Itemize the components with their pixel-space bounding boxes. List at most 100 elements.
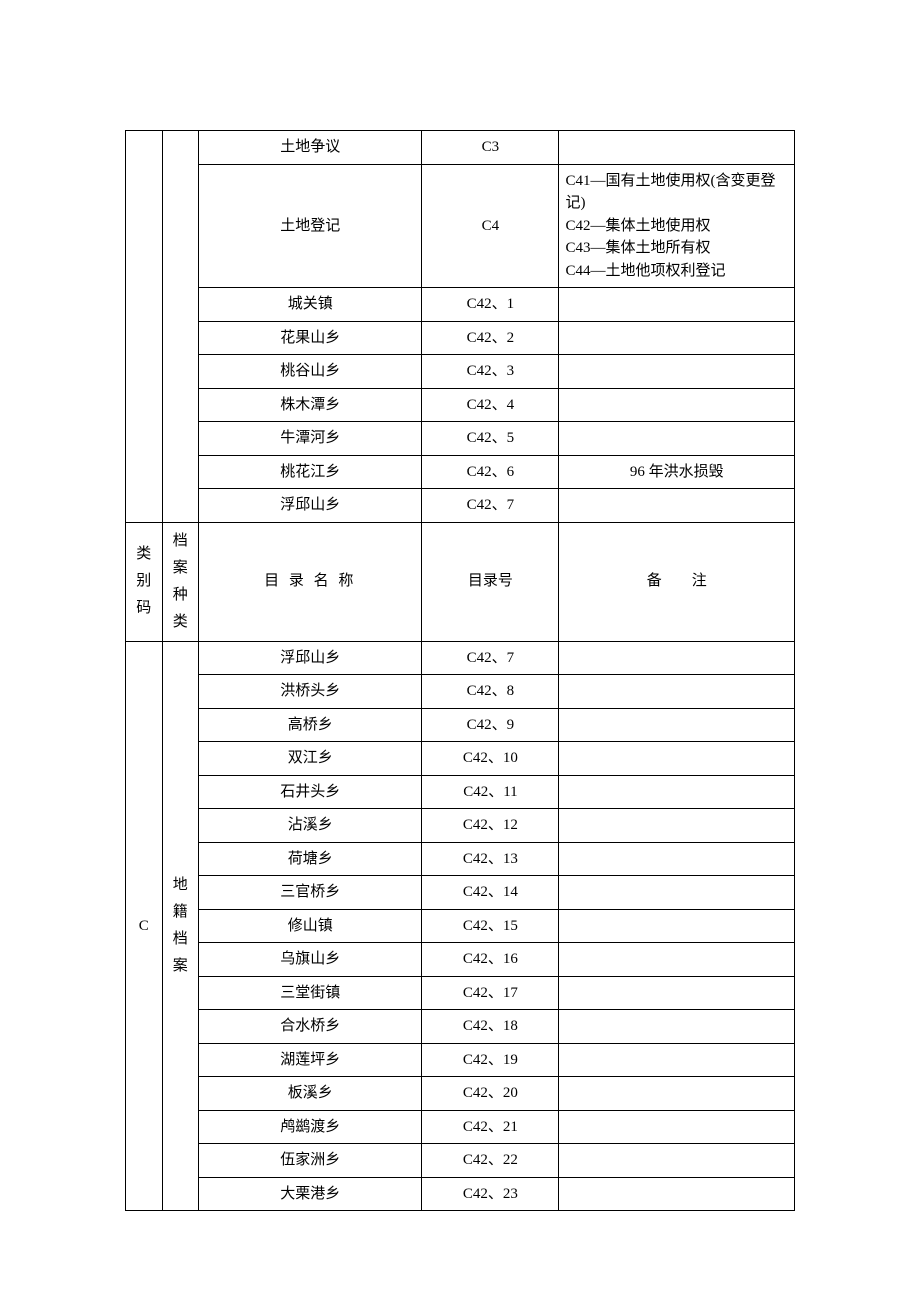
directory-name-cell: 浮邱山乡 — [199, 489, 422, 523]
directory-no-cell: C42、13 — [422, 842, 559, 876]
note-line: C42—集体土地使用权 — [565, 215, 790, 238]
directory-no-cell: C42、18 — [422, 1010, 559, 1044]
remarks-cell — [559, 876, 795, 910]
directory-name-cell: 板溪乡 — [199, 1077, 422, 1111]
note-line: C44—土地他项权利登记 — [565, 260, 790, 283]
directory-no-cell: C42、22 — [422, 1144, 559, 1178]
remarks-cell — [559, 1144, 795, 1178]
directory-no-cell: C42、19 — [422, 1043, 559, 1077]
remarks-cell — [559, 355, 795, 389]
remarks-cell — [559, 909, 795, 943]
remarks-cell — [559, 422, 795, 456]
directory-name-cell: 桃谷山乡 — [199, 355, 422, 389]
remarks-cell: 96 年洪水损毁 — [559, 455, 795, 489]
remarks-cell — [559, 641, 795, 675]
table-row: 修山镇 C42、15 — [126, 909, 795, 943]
blank-type-cell — [162, 131, 199, 523]
directory-no-cell: C42、16 — [422, 943, 559, 977]
directory-no-cell: C42、14 — [422, 876, 559, 910]
table-row: 三堂街镇 C42、17 — [126, 976, 795, 1010]
directory-no-cell: C3 — [422, 131, 559, 165]
table-row: 桃谷山乡 C42、3 — [126, 355, 795, 389]
directory-name-cell: 修山镇 — [199, 909, 422, 943]
directory-name-cell: 花果山乡 — [199, 321, 422, 355]
directory-name-cell: 洪桥头乡 — [199, 675, 422, 709]
directory-name-cell: 鸬鹚渡乡 — [199, 1110, 422, 1144]
directory-name-cell: 高桥乡 — [199, 708, 422, 742]
directory-no-cell: C42、17 — [422, 976, 559, 1010]
table-row: 合水桥乡 C42、18 — [126, 1010, 795, 1044]
directory-name-cell: 土地争议 — [199, 131, 422, 165]
blank-category-cell — [126, 131, 163, 523]
directory-name-cell: 牛潭河乡 — [199, 422, 422, 456]
directory-no-cell: C42、7 — [422, 489, 559, 523]
archive-type-cell: 地 籍 档 案 — [162, 641, 199, 1211]
table-row: 伍家洲乡 C42、22 — [126, 1144, 795, 1178]
directory-no-cell: C42、23 — [422, 1177, 559, 1211]
table-row: 三官桥乡 C42、14 — [126, 876, 795, 910]
directory-no-cell: C42、2 — [422, 321, 559, 355]
directory-no-cell: C42、6 — [422, 455, 559, 489]
table-row: C 地 籍 档 案 浮邱山乡 C42、7 — [126, 641, 795, 675]
directory-name-cell: 乌旗山乡 — [199, 943, 422, 977]
remarks-cell — [559, 1043, 795, 1077]
header-row: 类别码 档案种类 目 录 名 称 目录号 备注 — [126, 522, 795, 641]
table-row: 浮邱山乡 C42、7 — [126, 489, 795, 523]
remarks-cell — [559, 675, 795, 709]
directory-name-cell: 湖莲坪乡 — [199, 1043, 422, 1077]
header-remarks: 备注 — [559, 522, 795, 641]
directory-no-cell: C42、21 — [422, 1110, 559, 1144]
directory-name-cell: 合水桥乡 — [199, 1010, 422, 1044]
directory-no-cell: C42、11 — [422, 775, 559, 809]
directory-name-cell: 伍家洲乡 — [199, 1144, 422, 1178]
header-category-code: 类别码 — [126, 522, 163, 641]
note-line: C41—国有土地使用权(含变更登记) — [565, 170, 790, 215]
remarks-cell — [559, 809, 795, 843]
remarks-cell — [559, 288, 795, 322]
table-row: 土地争议 C3 — [126, 131, 795, 165]
remarks-cell — [559, 388, 795, 422]
directory-no-cell: C42、12 — [422, 809, 559, 843]
directory-name-cell: 土地登记 — [199, 164, 422, 288]
header-directory-no: 目录号 — [422, 522, 559, 641]
directory-no-cell: C42、3 — [422, 355, 559, 389]
directory-name-cell: 石井头乡 — [199, 775, 422, 809]
directory-name-cell: 三堂街镇 — [199, 976, 422, 1010]
remarks-cell — [559, 976, 795, 1010]
table-row: 城关镇 C42、1 — [126, 288, 795, 322]
table-row: 荷塘乡 C42、13 — [126, 842, 795, 876]
directory-name-cell: 株木潭乡 — [199, 388, 422, 422]
remarks-cell — [559, 321, 795, 355]
table-row: 板溪乡 C42、20 — [126, 1077, 795, 1111]
remarks-cell — [559, 131, 795, 165]
remarks-cell — [559, 1177, 795, 1211]
category-code-cell: C — [126, 641, 163, 1211]
table-row: 湖莲坪乡 C42、19 — [126, 1043, 795, 1077]
directory-name-cell: 荷塘乡 — [199, 842, 422, 876]
directory-no-cell: C42、8 — [422, 675, 559, 709]
table-row: 双江乡 C42、10 — [126, 742, 795, 776]
table-row: 乌旗山乡 C42、16 — [126, 943, 795, 977]
directory-no-cell: C42、20 — [422, 1077, 559, 1111]
table-row: 大栗港乡 C42、23 — [126, 1177, 795, 1211]
table-row: 土地登记 C4 C41—国有土地使用权(含变更登记) C42—集体土地使用权 C… — [126, 164, 795, 288]
directory-name-cell: 城关镇 — [199, 288, 422, 322]
table-row: 牛潭河乡 C42、5 — [126, 422, 795, 456]
remarks-cell — [559, 1010, 795, 1044]
directory-name-cell: 沾溪乡 — [199, 809, 422, 843]
directory-no-cell: C4 — [422, 164, 559, 288]
directory-no-cell: C42、7 — [422, 641, 559, 675]
remarks-cell — [559, 489, 795, 523]
table-row: 洪桥头乡 C42、8 — [126, 675, 795, 709]
directory-name-cell: 三官桥乡 — [199, 876, 422, 910]
header-archive-type: 档案种类 — [162, 522, 199, 641]
directory-name-cell: 桃花江乡 — [199, 455, 422, 489]
directory-name-cell: 大栗港乡 — [199, 1177, 422, 1211]
directory-no-cell: C42、9 — [422, 708, 559, 742]
document-page: 土地争议 C3 土地登记 C4 C41—国有土地使用权(含变更登记) C42—集… — [0, 0, 920, 1271]
remarks-cell: C41—国有土地使用权(含变更登记) C42—集体土地使用权 C43—集体土地所… — [559, 164, 795, 288]
directory-no-cell: C42、5 — [422, 422, 559, 456]
remarks-cell — [559, 1110, 795, 1144]
table-row: 沾溪乡 C42、12 — [126, 809, 795, 843]
remarks-cell — [559, 708, 795, 742]
